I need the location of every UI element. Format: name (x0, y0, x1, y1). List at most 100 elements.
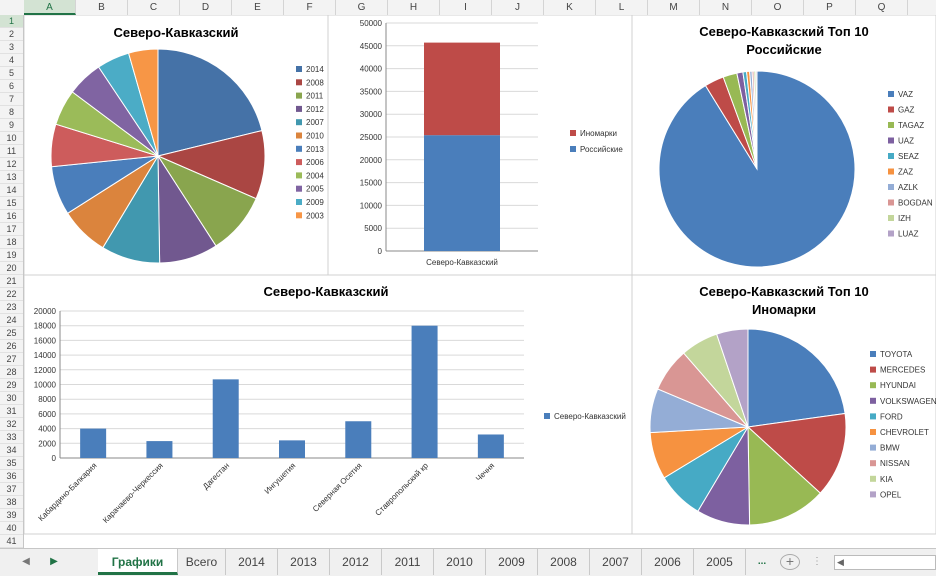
legend-entry: Северо-Кавказский (554, 412, 626, 421)
sheet-tab[interactable]: 2009 (486, 549, 538, 575)
row-header-23[interactable]: 23 (0, 301, 23, 314)
chart-pie-years[interactable]: Северо-Кавказский 2014 2008 2011 2012 2007 20… (23, 14, 329, 276)
row-header-12[interactable]: 12 (0, 158, 23, 171)
row-header-18[interactable]: 18 (0, 236, 23, 249)
sheet-tab[interactable]: 2012 (330, 549, 382, 575)
sheet-tab[interactable]: 2008 (538, 549, 590, 575)
sheet-tab[interactable]: 2005 (694, 549, 746, 575)
column-header-M[interactable]: M (648, 0, 700, 15)
row-header-41[interactable]: 41 (0, 535, 23, 548)
row-header-7[interactable]: 7 (0, 93, 23, 106)
row-header-2[interactable]: 2 (0, 28, 23, 41)
legend-entry: IZH (898, 214, 911, 223)
row-header-39[interactable]: 39 (0, 509, 23, 522)
row-headers[interactable]: 1 2 3 4 5 6 7 8 9 10 11 12 13 14 15 16 17 18 19 20 21 22 23 24 2… (0, 15, 24, 548)
pie-slice (747, 425, 822, 526)
column-header-J[interactable]: J (492, 0, 544, 15)
row-header-26[interactable]: 26 (0, 340, 23, 353)
column-header-K[interactable]: K (544, 0, 596, 15)
sheet-tab[interactable]: Графики (98, 549, 178, 575)
legend-entry: AZLK (898, 183, 919, 192)
add-sheet-button[interactable]: + (780, 554, 800, 570)
column-header-I[interactable]: I (440, 0, 492, 15)
row-header-19[interactable]: 19 (0, 249, 23, 262)
column-header-H[interactable]: H (388, 0, 440, 15)
sheet-tab[interactable]: 2010 (434, 549, 486, 575)
row-header-36[interactable]: 36 (0, 470, 23, 483)
row-header-21[interactable]: 21 (0, 275, 23, 288)
row-header-29[interactable]: 29 (0, 379, 23, 392)
chart-stacked-bar[interactable]: 0 5000 10000 15000 20000 25000 30000 35000 40000… (327, 14, 633, 276)
column-header-N[interactable]: N (700, 0, 752, 15)
row-header-13[interactable]: 13 (0, 171, 23, 184)
sheet-tab[interactable]: 2014 (226, 549, 278, 575)
row-header-6[interactable]: 6 (0, 80, 23, 93)
row-header-38[interactable]: 38 (0, 496, 23, 509)
column-header-G[interactable]: G (336, 0, 388, 15)
row-header-14[interactable]: 14 (0, 184, 23, 197)
legend-entry: 2003 (306, 211, 324, 220)
row-header-32[interactable]: 32 (0, 418, 23, 431)
column-header-O[interactable]: O (752, 0, 804, 15)
scroll-tabs-left-button[interactable]: ◀ (22, 556, 30, 567)
column-header-B[interactable]: B (76, 0, 128, 15)
row-header-35[interactable]: 35 (0, 457, 23, 470)
row-header-24[interactable]: 24 (0, 314, 23, 327)
sheet-tab[interactable]: 2007 (590, 549, 642, 575)
legend-swatch (870, 491, 876, 498)
row-header-11[interactable]: 11 (0, 145, 23, 158)
row-header-16[interactable]: 16 (0, 210, 23, 223)
row-header-31[interactable]: 31 (0, 405, 23, 418)
row-header-40[interactable]: 40 (0, 522, 23, 535)
legend-swatch (296, 172, 302, 179)
more-sheets-button[interactable]: ... (757, 556, 767, 567)
tab-splitter[interactable]: ⋮ (812, 556, 822, 567)
column-header-L[interactable]: L (596, 0, 648, 15)
legend-swatch (296, 199, 302, 205)
legend-swatch (888, 215, 894, 221)
sheet-tab[interactable]: 2013 (278, 549, 330, 575)
legend-swatch (888, 137, 894, 144)
row-header-8[interactable]: 8 (0, 106, 23, 119)
row-header-22[interactable]: 22 (0, 288, 23, 301)
y-tick-label: 16000 (34, 336, 57, 345)
row-header-34[interactable]: 34 (0, 444, 23, 457)
horizontal-scrollbar[interactable]: ◀ (834, 555, 936, 570)
legend-entry: 2014 (306, 65, 324, 74)
row-header-1[interactable]: 1 (0, 15, 23, 28)
row-header-9[interactable]: 9 (0, 119, 23, 132)
column-header-A[interactable]: A (24, 0, 76, 15)
row-header-25[interactable]: 25 (0, 327, 23, 340)
row-header-5[interactable]: 5 (0, 67, 23, 80)
bar-segment (424, 135, 500, 251)
chart-pie-russian-top10[interactable]: Северо-Кавказский Топ 10 Российские VAZ GA… (631, 14, 936, 276)
row-header-27[interactable]: 27 (0, 353, 23, 366)
row-header-33[interactable]: 33 (0, 431, 23, 444)
row-header-28[interactable]: 28 (0, 366, 23, 379)
row-header-17[interactable]: 17 (0, 223, 23, 236)
chart-pie-foreign-top10[interactable]: Северо-Кавказский Топ 10 Иномарки TOYOTA M… (631, 274, 936, 535)
row-header-20[interactable]: 20 (0, 262, 23, 275)
worksheet-grid[interactable]: Северо-Кавказский 2014 2008 2011 2012 2007 20… (23, 14, 936, 548)
sheet-tab[interactable]: 2011 (382, 549, 434, 575)
column-header-C[interactable]: C (128, 0, 180, 15)
row-header-10[interactable]: 10 (0, 132, 23, 145)
scroll-tabs-right-button[interactable]: ▶ (50, 556, 58, 567)
row-header-3[interactable]: 3 (0, 41, 23, 54)
row-header-30[interactable]: 30 (0, 392, 23, 405)
sheet-tab[interactable]: 2006 (642, 549, 694, 575)
column-header-F[interactable]: F (284, 0, 336, 15)
pie-slice (157, 48, 263, 157)
column-header-Q[interactable]: Q (856, 0, 908, 15)
sheet-tab[interactable]: Всего (178, 549, 226, 575)
y-tick-label: 4000 (38, 425, 56, 434)
scroll-left-arrow-icon[interactable]: ◀ (837, 557, 844, 567)
chart-bar-regions[interactable]: Северо-Кавказский 0 2000 4000 6000 8000 10000… (23, 274, 633, 535)
row-header-4[interactable]: 4 (0, 54, 23, 67)
column-header-D[interactable]: D (180, 0, 232, 15)
column-header-P[interactable]: P (804, 0, 856, 15)
column-header-E[interactable]: E (232, 0, 284, 15)
row-header-37[interactable]: 37 (0, 483, 23, 496)
row-header-15[interactable]: 15 (0, 197, 23, 210)
